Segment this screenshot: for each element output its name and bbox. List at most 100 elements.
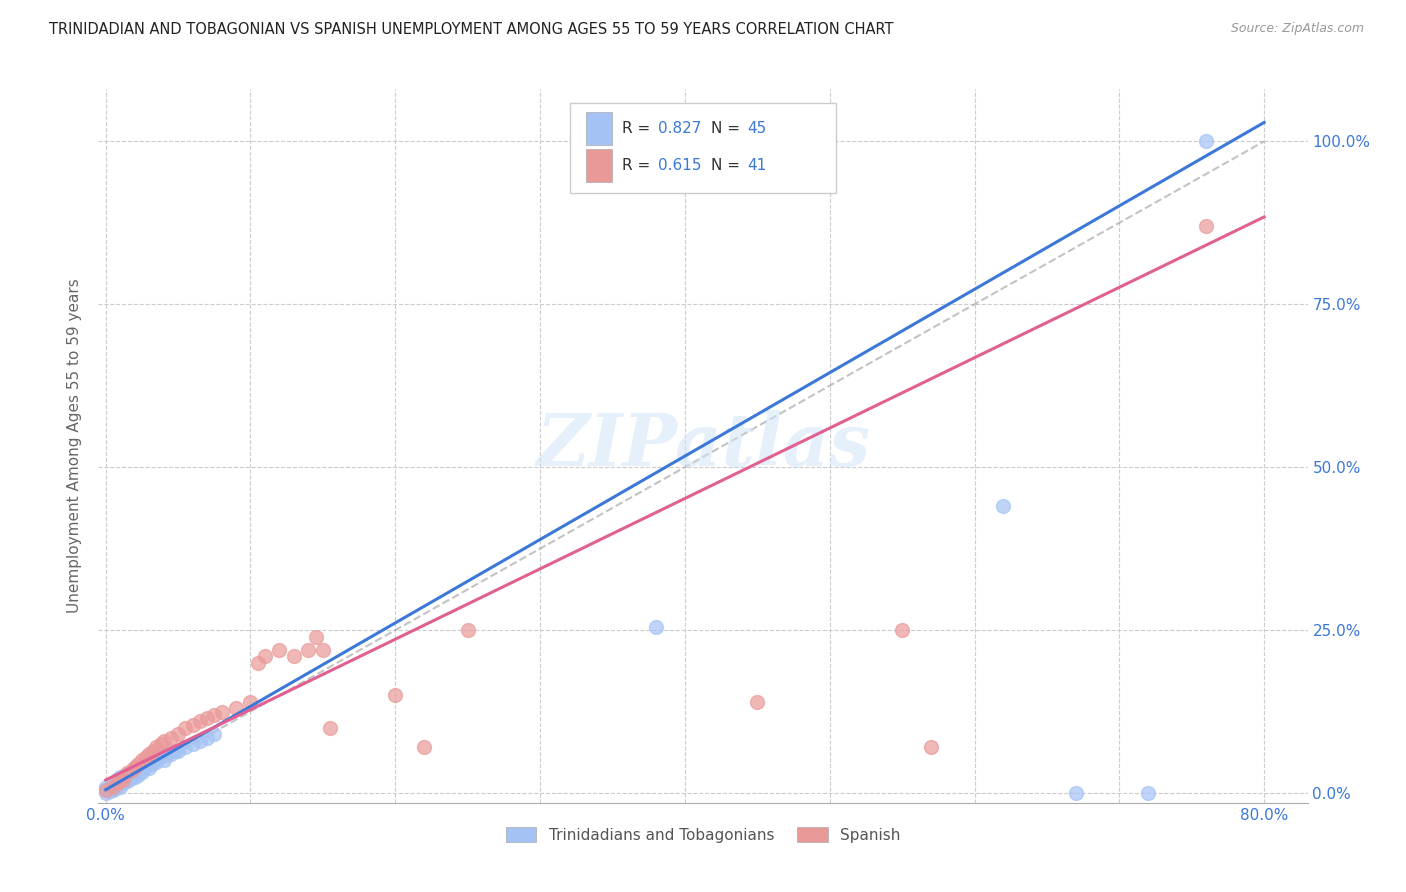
Y-axis label: Unemployment Among Ages 55 to 59 years: Unemployment Among Ages 55 to 59 years (67, 278, 83, 614)
Point (413, 740, 436, 755)
Point (174, 740, 197, 755)
Point (304, 630, 326, 644)
Point (124, 763, 146, 777)
Point (138, 747, 160, 761)
Point (319, 721, 342, 735)
Point (124, 770, 146, 784)
Point (134, 760, 156, 774)
Point (108, 780, 131, 794)
Point (159, 731, 181, 745)
Point (104, 780, 127, 795)
Point (127, 768, 149, 782)
Point (246, 656, 269, 670)
Point (1195, 219, 1218, 233)
Point (131, 754, 153, 768)
Point (1195, 134, 1218, 148)
Point (195, 711, 218, 725)
Point (117, 774, 139, 789)
Point (225, 701, 247, 715)
Point (98, 784, 121, 798)
Point (138, 761, 160, 775)
Point (149, 737, 172, 751)
Point (121, 763, 143, 777)
Point (747, 695, 769, 709)
Point (384, 688, 406, 702)
Point (165, 744, 187, 758)
Point (112, 772, 135, 787)
FancyBboxPatch shape (586, 112, 613, 145)
Point (142, 744, 165, 758)
Point (101, 782, 124, 797)
Point (135, 756, 157, 771)
Point (142, 754, 165, 768)
Point (105, 776, 128, 790)
Point (283, 649, 305, 664)
Point (128, 761, 150, 775)
Point (94, 782, 117, 797)
Text: Source: ZipAtlas.com: Source: ZipAtlas.com (1230, 22, 1364, 36)
Point (112, 776, 135, 790)
Point (174, 721, 197, 735)
Point (645, 620, 668, 634)
Point (114, 772, 136, 786)
Point (167, 727, 190, 741)
Point (152, 734, 174, 748)
Point (124, 760, 146, 774)
Point (141, 756, 163, 771)
Point (108, 770, 131, 784)
Point (120, 772, 142, 786)
Text: 0.615: 0.615 (658, 158, 702, 173)
Point (108, 772, 131, 787)
Point (1137, 786, 1160, 800)
Point (202, 727, 225, 741)
Point (188, 734, 211, 748)
Point (891, 623, 914, 637)
Point (239, 695, 262, 709)
Point (297, 642, 319, 657)
Point (159, 747, 181, 761)
Text: 45: 45 (748, 121, 768, 136)
Text: ZIPatlas: ZIPatlas (536, 410, 870, 482)
Point (920, 740, 942, 755)
Text: R =: R = (621, 121, 655, 136)
Point (117, 766, 139, 780)
Text: 0.827: 0.827 (658, 121, 702, 136)
Point (94, 782, 117, 797)
Text: TRINIDADIAN AND TOBAGONIAN VS SPANISH UNEMPLOYMENT AMONG AGES 55 TO 59 YEARS COR: TRINIDADIAN AND TOBAGONIAN VS SPANISH UN… (49, 22, 894, 37)
Point (145, 740, 167, 755)
Point (148, 750, 170, 764)
FancyBboxPatch shape (569, 103, 837, 193)
Text: R =: R = (621, 158, 655, 173)
Point (127, 756, 149, 771)
Point (94, 780, 117, 794)
Point (108, 774, 131, 789)
Point (167, 744, 190, 758)
Legend: Trinidadians and Tobagonians, Spanish: Trinidadians and Tobagonians, Spanish (499, 821, 907, 848)
Point (188, 714, 211, 729)
Point (121, 766, 143, 780)
Point (457, 623, 479, 637)
Text: N =: N = (711, 121, 745, 136)
Point (1064, 786, 1087, 800)
Point (312, 642, 335, 657)
Point (195, 731, 218, 745)
FancyBboxPatch shape (586, 150, 613, 182)
Point (155, 748, 177, 763)
Point (152, 754, 174, 768)
Point (131, 765, 153, 780)
Point (101, 778, 124, 792)
Point (181, 717, 204, 731)
Text: N =: N = (711, 158, 745, 173)
Point (101, 780, 124, 794)
Text: 41: 41 (748, 158, 768, 173)
Point (117, 768, 139, 782)
Point (253, 649, 276, 664)
Point (135, 750, 157, 764)
Point (105, 776, 128, 790)
Point (269, 642, 291, 657)
Point (993, 500, 1015, 514)
Point (105, 772, 128, 787)
Point (211, 705, 233, 719)
Point (94, 786, 117, 800)
Point (202, 707, 225, 722)
